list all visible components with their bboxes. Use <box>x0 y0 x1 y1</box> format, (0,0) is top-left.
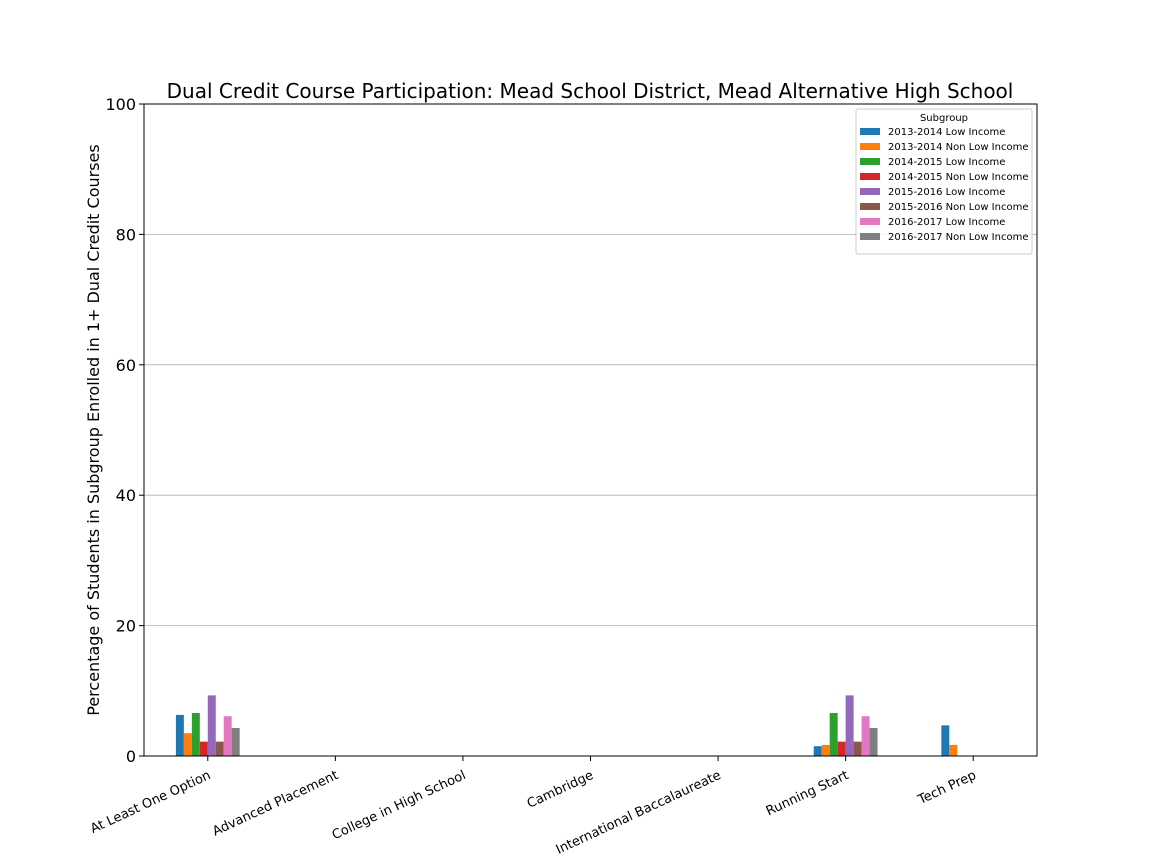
bar <box>813 746 822 756</box>
legend-entry: 2015-2016 Non Low Income <box>888 202 1028 213</box>
bar <box>861 716 870 756</box>
y-tick-label: 100 <box>105 95 136 114</box>
bar <box>845 695 854 756</box>
y-tick-label: 0 <box>126 747 136 766</box>
bar <box>223 716 232 756</box>
legend-entry: 2014-2015 Low Income <box>888 157 1005 168</box>
gridlines <box>144 233 1037 626</box>
legend-swatch <box>860 128 880 135</box>
legend-entry: 2013-2014 Non Low Income <box>888 142 1028 153</box>
bar <box>183 733 192 756</box>
y-axis-label: Percentage of Students in Subgroup Enrol… <box>84 144 103 715</box>
legend: Subgroup 2013-2014 Low Income 2013-2014 No… <box>855 108 1033 255</box>
y-tick-label: 20 <box>116 617 136 636</box>
bar <box>821 744 830 756</box>
legend-swatch <box>860 188 880 195</box>
bar <box>869 727 878 756</box>
bar <box>853 741 862 756</box>
x-tick-label: Advanced Placement <box>210 768 340 839</box>
legend-swatch <box>860 218 880 225</box>
legend-swatch <box>860 203 880 210</box>
chart-title: Dual Credit Course Participation: Mead S… <box>167 79 1014 103</box>
y-tick-label: 80 <box>116 225 136 244</box>
y-tick-label: 60 <box>116 356 136 375</box>
legend-swatch <box>860 233 880 240</box>
x-tick-label: Tech Prep <box>915 768 979 808</box>
legend-title: Subgroup <box>920 113 968 124</box>
bar <box>837 741 846 756</box>
legend-entry: 2014-2015 Non Low Income <box>888 172 1028 183</box>
bar <box>231 727 240 756</box>
bar <box>175 714 184 756</box>
y-axis: 0 20 40 60 80 100 <box>105 95 144 766</box>
bar <box>949 744 958 756</box>
legend-entry: 2015-2016 Low Income <box>888 187 1005 198</box>
bar <box>215 741 224 756</box>
legend-swatch <box>860 158 880 165</box>
legend-swatch <box>860 173 880 180</box>
legend-swatch <box>860 143 880 150</box>
bar <box>941 725 950 756</box>
bars <box>175 695 958 756</box>
legend-entry: 2016-2017 Low Income <box>888 217 1005 228</box>
x-tick-label: At Least One Option <box>88 768 213 837</box>
bar <box>207 695 216 756</box>
x-tick-label: Cambridge <box>525 768 596 812</box>
legend-entry: 2016-2017 Non Low Income <box>888 232 1028 243</box>
bar <box>199 741 208 756</box>
y-tick-label: 40 <box>116 486 136 505</box>
bar <box>191 712 200 756</box>
x-tick-label: Running Start <box>764 768 851 819</box>
x-tick-label: College in High School <box>330 768 468 843</box>
bar <box>829 712 838 756</box>
legend-entry: 2013-2014 Low Income <box>888 127 1005 138</box>
legend-frame <box>855 108 1033 255</box>
